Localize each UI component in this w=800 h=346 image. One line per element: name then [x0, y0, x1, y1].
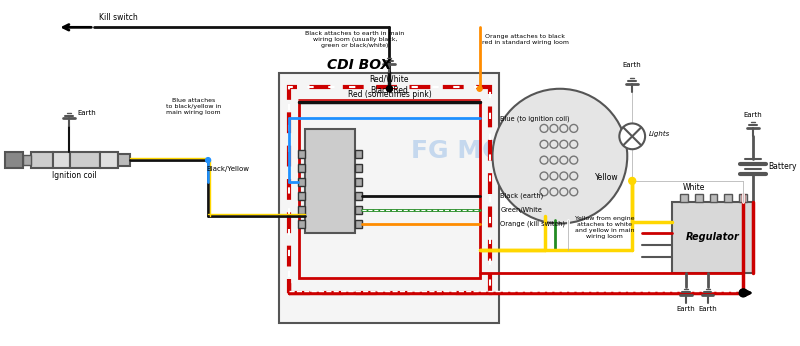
Text: Earth: Earth	[676, 306, 695, 312]
Text: Ignition coil: Ignition coil	[52, 172, 97, 181]
Text: FG MOTOR: FG MOTOR	[410, 139, 561, 163]
Bar	[354, 178, 362, 186]
Text: Yellow from engine
attaches to white
and yellow in main
wiring loom: Yellow from engine attaches to white and…	[574, 216, 634, 239]
Bar	[354, 192, 362, 200]
Bar	[298, 164, 306, 172]
Text: Earth: Earth	[698, 306, 717, 312]
Bar	[354, 150, 362, 158]
Bar	[22, 155, 30, 165]
Text: White: White	[682, 183, 705, 192]
Text: Red/White: Red/White	[370, 74, 409, 83]
Bar	[354, 206, 362, 213]
Bar	[298, 220, 306, 228]
Bar	[30, 152, 53, 168]
Text: Earth: Earth	[744, 111, 762, 118]
Text: Black attaches to earth in main
wiring loom (usually black,
green or black/white: Black attaches to earth in main wiring l…	[305, 31, 404, 47]
Bar	[290, 87, 490, 293]
Text: Yellow: Yellow	[594, 173, 618, 182]
Bar	[118, 154, 130, 166]
Text: Black (earth): Black (earth)	[501, 192, 544, 199]
Bar	[694, 194, 702, 202]
Bar	[53, 152, 70, 168]
Text: Green/White: Green/White	[501, 207, 542, 213]
Circle shape	[493, 89, 627, 224]
Bar	[306, 129, 354, 234]
Bar	[298, 206, 306, 213]
Text: Black/Yellow: Black/Yellow	[206, 166, 250, 172]
Text: Battery: Battery	[768, 162, 797, 171]
Bar	[298, 178, 306, 186]
Text: Regulator: Regulator	[686, 233, 739, 243]
Bar	[710, 194, 718, 202]
Bar	[5, 152, 22, 168]
Circle shape	[629, 177, 636, 184]
Circle shape	[477, 86, 482, 91]
Circle shape	[386, 86, 393, 92]
Text: Earth: Earth	[623, 62, 642, 68]
Text: Orange attaches to black
red in standard wiring loom: Orange attaches to black red in standard…	[482, 34, 569, 45]
Bar	[680, 194, 688, 202]
Text: Black/Red: Black/Red	[370, 85, 408, 94]
Circle shape	[619, 124, 645, 149]
Bar	[290, 87, 490, 293]
Bar	[298, 192, 306, 200]
Text: Red (sometimes pink): Red (sometimes pink)	[347, 90, 431, 99]
Circle shape	[206, 158, 210, 163]
Bar	[739, 194, 747, 202]
Text: CDI BOX: CDI BOX	[327, 58, 391, 72]
Bar	[724, 194, 732, 202]
Text: Blue (to ignition coil): Blue (to ignition coil)	[501, 115, 570, 122]
Text: Blue attaches
to black/yellow in
main wiring loom: Blue attaches to black/yellow in main wi…	[166, 98, 221, 115]
Text: Lights: Lights	[649, 131, 670, 137]
Bar	[354, 220, 362, 228]
Circle shape	[739, 289, 747, 297]
Text: Earth: Earth	[78, 110, 96, 116]
Bar	[100, 152, 118, 168]
Circle shape	[740, 290, 746, 297]
Bar	[279, 73, 499, 322]
Bar	[70, 152, 100, 168]
Bar	[354, 164, 362, 172]
Text: Orange (kill switch): Orange (kill switch)	[501, 220, 566, 227]
Bar	[672, 202, 753, 273]
Text: Kill switch: Kill switch	[99, 13, 138, 22]
Bar	[299, 102, 480, 278]
Bar	[298, 150, 306, 158]
